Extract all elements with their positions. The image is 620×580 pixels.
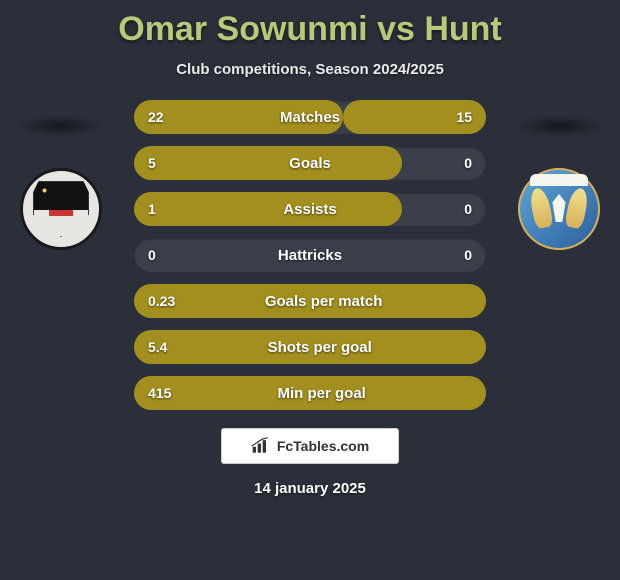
stat-value-right: 0 <box>464 247 472 263</box>
bars-icon <box>251 437 271 455</box>
stat-row: 5.4Shots per goal <box>134 330 486 364</box>
stat-label: Matches <box>164 109 457 126</box>
stat-row: 1Assists0 <box>134 192 486 226</box>
stat-label: Hattricks <box>156 247 464 264</box>
stat-row: 22Matches15 <box>134 100 486 134</box>
subtitle: Club competitions, Season 2024/2025 <box>0 61 620 78</box>
stat-bars: 22Matches155Goals01Assists00Hattricks00.… <box>134 100 486 410</box>
stat-label: Assists <box>156 201 464 218</box>
stat-row: 0.23Goals per match <box>134 284 486 318</box>
comparison-panel: 22Matches155Goals01Assists00Hattricks00.… <box>0 100 620 410</box>
stat-label: Min per goal <box>171 385 472 402</box>
stat-value-left: 22 <box>148 109 164 125</box>
fctables-logo: FcTables.com <box>221 428 399 464</box>
stat-value-left: 1 <box>148 201 156 217</box>
stat-label: Shots per goal <box>167 339 472 356</box>
stat-value-left: 0 <box>148 247 156 263</box>
date-label: 14 january 2025 <box>0 480 620 497</box>
stat-label: Goals <box>156 155 464 172</box>
stat-value-right: 0 <box>464 155 472 171</box>
club-badge-right <box>518 168 600 250</box>
club-badge-left <box>20 168 102 250</box>
stat-value-left: 0.23 <box>148 293 175 309</box>
stat-row: 0Hattricks0 <box>134 238 486 272</box>
stat-value-right: 15 <box>456 109 472 125</box>
stat-value-right: 0 <box>464 201 472 217</box>
stat-value-left: 415 <box>148 385 171 401</box>
page-title: Omar Sowunmi vs Hunt <box>0 0 620 49</box>
stat-label: Goals per match <box>175 293 472 310</box>
stat-row: 415Min per goal <box>134 376 486 410</box>
stat-value-left: 5.4 <box>148 339 167 355</box>
player-left-silhouette <box>15 115 105 137</box>
footer-label: FcTables.com <box>277 438 369 454</box>
stat-row: 5Goals0 <box>134 146 486 180</box>
player-right-silhouette <box>515 115 605 137</box>
stat-value-left: 5 <box>148 155 156 171</box>
